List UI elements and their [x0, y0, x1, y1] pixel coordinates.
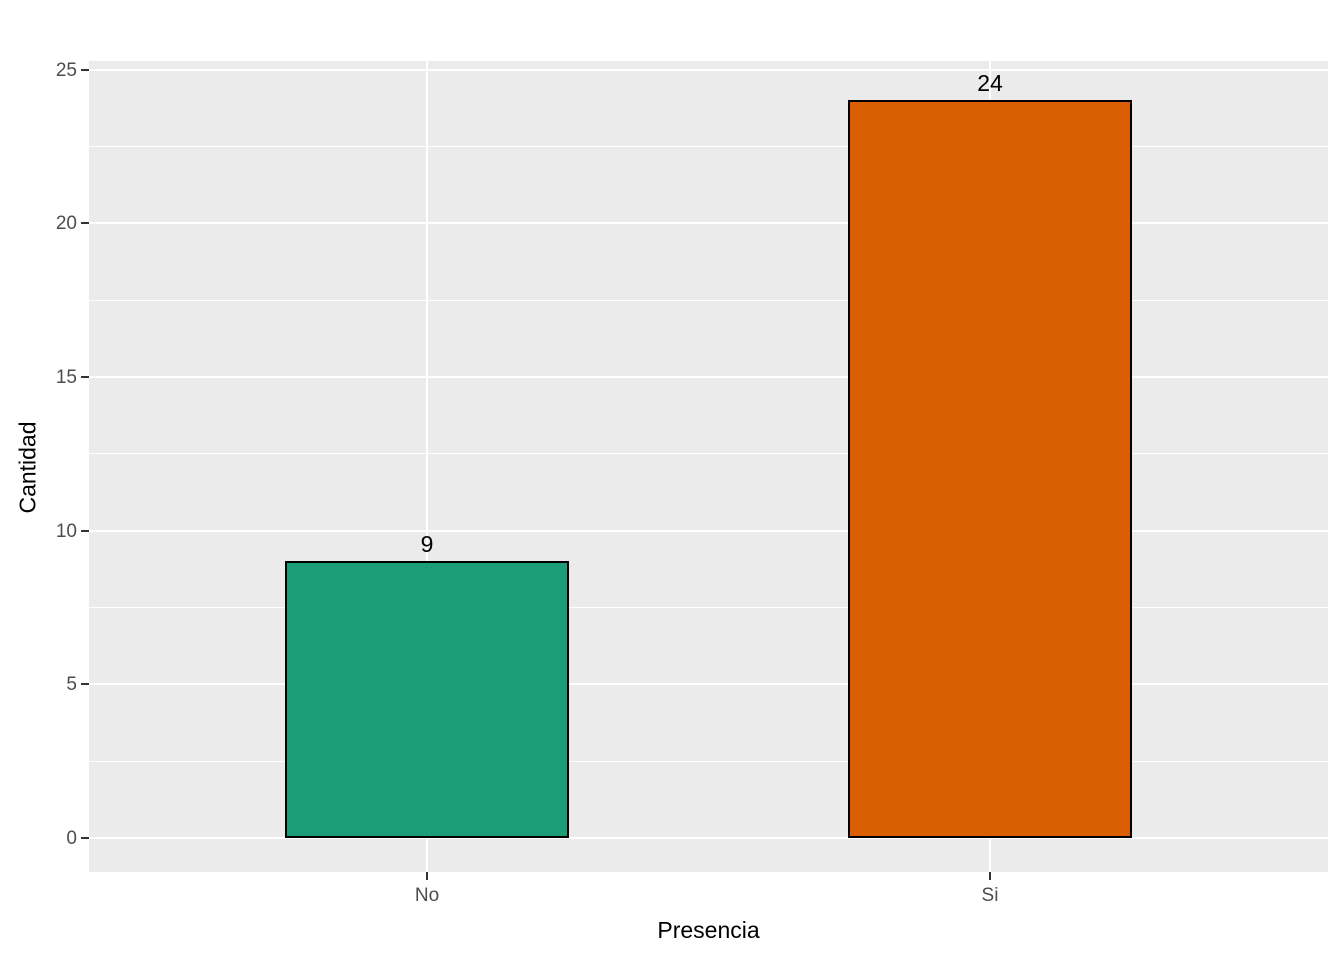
x-tick-mark	[426, 872, 428, 880]
gridline-major	[89, 68, 1328, 71]
y-tick-mark	[81, 222, 89, 225]
gridline-minor	[89, 606, 1328, 608]
y-tick-label: 0	[66, 828, 77, 849]
gridline-minor	[89, 760, 1328, 762]
y-tick-mark	[81, 683, 89, 686]
gridline-minor	[89, 299, 1328, 301]
x-axis-title: Presencia	[657, 917, 760, 943]
y-tick-mark	[81, 68, 89, 71]
y-tick-label: 5	[66, 674, 77, 696]
x-tick-label: Si	[981, 885, 999, 906]
gridline-major	[89, 837, 1328, 839]
x-tick-mark	[989, 872, 991, 880]
y-tick-label: 20	[55, 213, 77, 235]
bar-si	[848, 100, 1132, 838]
gridline-minor	[89, 453, 1328, 455]
gridline-major	[89, 683, 1328, 686]
gridline-major-vertical	[426, 61, 428, 872]
gridline-major	[89, 222, 1328, 225]
y-tick-label: 10	[55, 520, 77, 542]
y-tick-mark	[81, 529, 89, 532]
x-tick-label: No	[414, 885, 440, 906]
bar-value-label: 24	[977, 70, 1003, 97]
bar-value-label: 9	[420, 531, 434, 558]
gridline-major	[89, 529, 1328, 532]
y-tick-mark	[81, 837, 89, 839]
gridline-major	[89, 375, 1328, 378]
y-tick-mark	[81, 375, 89, 378]
plot-panel: 9 24	[89, 61, 1328, 872]
bar-no	[285, 561, 569, 838]
gridline-minor	[89, 145, 1328, 147]
y-tick-label: 15	[55, 366, 77, 388]
y-tick-label: 25	[55, 59, 77, 81]
